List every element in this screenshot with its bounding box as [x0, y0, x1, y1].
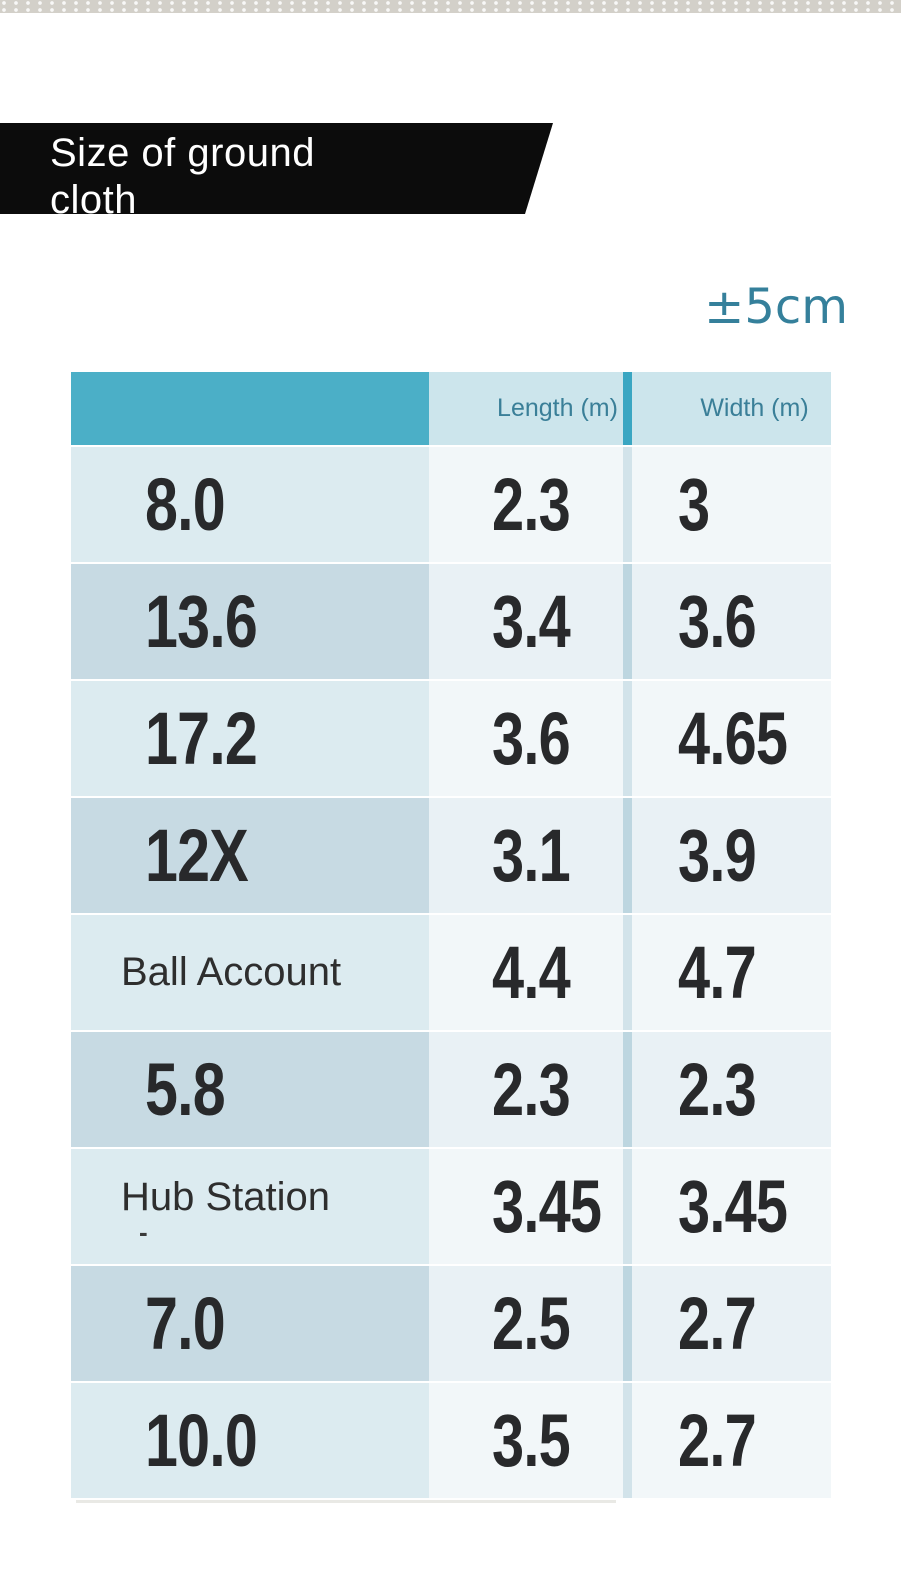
- column-divider: [623, 1383, 632, 1498]
- section-title-banner: Size of ground cloth: [0, 123, 553, 214]
- table-row: 7.0 2.5 2.7: [71, 1264, 831, 1381]
- length-value: 3.45: [492, 1165, 602, 1248]
- table-row: 5.8 2.3 2.3: [71, 1030, 831, 1147]
- table-row: 13.6 3.4 3.6: [71, 562, 831, 679]
- table-header-row: Length (m) Width (m): [71, 372, 831, 445]
- width-value: 3.9: [678, 814, 757, 897]
- row-model-label: 8.0: [145, 463, 226, 546]
- table-row: Hub Station - 3.45 3.45: [71, 1147, 831, 1264]
- row-length-cell: 2.3: [429, 1032, 623, 1147]
- row-length-cell: 3.1: [429, 798, 623, 913]
- length-value: 2.3: [492, 1048, 571, 1131]
- row-model-cell: 12X: [71, 798, 429, 913]
- row-width-cell: 4.65: [632, 681, 831, 796]
- row-width-cell: 4.7: [632, 915, 831, 1030]
- table-row: 12X 3.1 3.9: [71, 796, 831, 913]
- row-model-label: 17.2: [145, 697, 258, 780]
- row-length-cell: 4.4: [429, 915, 623, 1030]
- row-length-cell: 3.6: [429, 681, 623, 796]
- row-width-cell: 3: [632, 447, 831, 562]
- top-texture-strip: [0, 0, 901, 13]
- length-value: 2.5: [492, 1282, 571, 1365]
- table-row: 10.0 3.5 2.7: [71, 1381, 831, 1498]
- row-model-cell: 10.0: [71, 1383, 429, 1498]
- row-model-label: 5.8: [145, 1048, 226, 1131]
- width-value: 3: [678, 463, 710, 546]
- row-width-cell: 2.7: [632, 1383, 831, 1498]
- width-value: 2.7: [678, 1282, 757, 1365]
- row-length-cell: 3.5: [429, 1383, 623, 1498]
- column-divider: [623, 447, 632, 562]
- length-value: 4.4: [492, 931, 571, 1014]
- section-title-line2: cloth: [50, 178, 137, 222]
- width-value: 3.6: [678, 580, 757, 663]
- length-value: 3.6: [492, 697, 571, 780]
- length-value: 2.3: [492, 463, 571, 546]
- row-model-cell: 7.0: [71, 1266, 429, 1381]
- row-model-note: -: [139, 1217, 148, 1247]
- width-value: 2.7: [678, 1399, 757, 1482]
- row-length-cell: 2.3: [429, 447, 623, 562]
- column-divider: [623, 915, 632, 1030]
- row-width-cell: 2.3: [632, 1032, 831, 1147]
- row-length-cell: 2.5: [429, 1266, 623, 1381]
- header-length-cell: Length (m): [429, 372, 623, 445]
- row-model-cell: 8.0: [71, 447, 429, 562]
- row-model-cell: 13.6: [71, 564, 429, 679]
- row-width-cell: 2.7: [632, 1266, 831, 1381]
- row-model-cell: Ball Account: [71, 915, 429, 1030]
- header-width-cell: Width (m): [632, 372, 831, 445]
- column-divider: [623, 798, 632, 913]
- row-length-cell: 3.45: [429, 1149, 623, 1264]
- column-divider: [623, 1266, 632, 1381]
- table-row: 8.0 2.3 3: [71, 445, 831, 562]
- width-value: 4.7: [678, 931, 757, 1014]
- length-value: 3.4: [492, 580, 571, 663]
- table-row: 17.2 3.6 4.65: [71, 679, 831, 796]
- length-value: 3.5: [492, 1399, 571, 1482]
- row-length-cell: 3.4: [429, 564, 623, 679]
- length-value: 3.1: [492, 814, 571, 897]
- column-divider: [623, 1032, 632, 1147]
- row-model-label: 10.0: [145, 1399, 258, 1482]
- table-row: Ball Account 4.4 4.7: [71, 913, 831, 1030]
- column-divider: [623, 1149, 632, 1264]
- row-model-label: 7.0: [145, 1282, 226, 1365]
- column-divider: [623, 681, 632, 796]
- row-model-label: Ball Account: [121, 950, 342, 994]
- section-title-line1: Size of ground: [50, 131, 315, 175]
- row-model-label: 13.6: [145, 580, 258, 663]
- row-model-cell: 5.8: [71, 1032, 429, 1147]
- width-value: 4.65: [678, 697, 788, 780]
- row-model-cell: 17.2: [71, 681, 429, 796]
- row-model-label: 12X: [145, 814, 249, 897]
- row-width-cell: 3.9: [632, 798, 831, 913]
- size-table: Length (m) Width (m) 8.0 2.3 3 13.6 3: [71, 372, 831, 1498]
- table-body: 8.0 2.3 3 13.6 3.4 3.6 17.2: [71, 445, 831, 1498]
- width-value: 3.45: [678, 1165, 788, 1248]
- tolerance-label: ±5cm: [704, 279, 848, 335]
- row-width-cell: 3.45: [632, 1149, 831, 1264]
- column-divider: [623, 564, 632, 679]
- row-width-cell: 3.6: [632, 564, 831, 679]
- width-value: 2.3: [678, 1048, 757, 1131]
- row-model-cell: Hub Station -: [71, 1149, 429, 1264]
- header-model-cell: [71, 372, 429, 445]
- table-bottom-edge: [76, 1500, 616, 1503]
- row-model-label: Hub Station: [121, 1175, 331, 1219]
- header-column-divider: [623, 372, 632, 445]
